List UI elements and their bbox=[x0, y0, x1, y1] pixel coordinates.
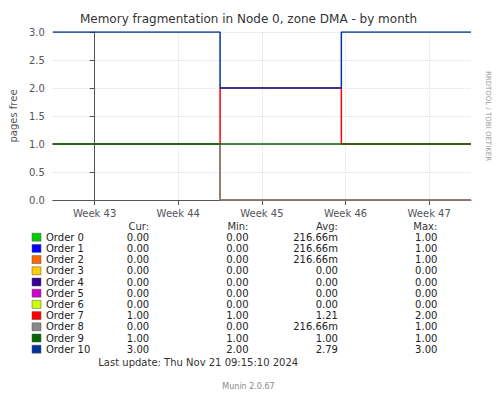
svg-text:Order 8: Order 8 bbox=[46, 321, 84, 332]
svg-text:Order 3: Order 3 bbox=[46, 265, 84, 276]
svg-text:0.00: 0.00 bbox=[226, 288, 248, 299]
svg-text:RRDTOOL / TOBI OETIKER: RRDTOOL / TOBI OETIKER bbox=[484, 71, 492, 161]
svg-text:0.00: 0.00 bbox=[316, 288, 338, 299]
svg-text:2.5: 2.5 bbox=[29, 55, 45, 66]
svg-text:Order 7: Order 7 bbox=[46, 310, 84, 321]
svg-text:Order 1: Order 1 bbox=[46, 243, 84, 254]
svg-text:Order 5: Order 5 bbox=[46, 288, 84, 299]
svg-text:1.00: 1.00 bbox=[415, 333, 437, 344]
svg-text:Week 46: Week 46 bbox=[324, 208, 367, 219]
svg-text:1.00: 1.00 bbox=[415, 254, 437, 265]
svg-text:0.00: 0.00 bbox=[316, 277, 338, 288]
svg-text:1.0: 1.0 bbox=[29, 139, 45, 150]
svg-text:Max:: Max: bbox=[413, 221, 437, 232]
svg-text:0.00: 0.00 bbox=[226, 254, 248, 265]
svg-text:1.00: 1.00 bbox=[415, 321, 437, 332]
svg-text:Week 43: Week 43 bbox=[73, 208, 116, 219]
svg-text:Last update: Thu Nov 21 09:15:: Last update: Thu Nov 21 09:15:10 2024 bbox=[98, 357, 298, 368]
svg-text:Order 9: Order 9 bbox=[46, 333, 84, 344]
svg-text:0.00: 0.00 bbox=[127, 277, 149, 288]
svg-text:0.00: 0.00 bbox=[226, 243, 248, 254]
svg-text:3.00: 3.00 bbox=[127, 344, 149, 355]
svg-text:Order 0: Order 0 bbox=[46, 232, 84, 243]
svg-text:Week 45: Week 45 bbox=[240, 208, 283, 219]
svg-text:0.00: 0.00 bbox=[127, 265, 149, 276]
svg-text:Order 2: Order 2 bbox=[46, 254, 84, 265]
svg-text:216.66m: 216.66m bbox=[293, 232, 338, 243]
svg-text:Avg:: Avg: bbox=[316, 221, 338, 232]
svg-text:0.00: 0.00 bbox=[226, 277, 248, 288]
svg-text:1.00: 1.00 bbox=[316, 333, 338, 344]
svg-text:0.00: 0.00 bbox=[226, 232, 248, 243]
svg-text:0.00: 0.00 bbox=[415, 277, 437, 288]
svg-text:1.00: 1.00 bbox=[127, 333, 149, 344]
svg-text:1.21: 1.21 bbox=[316, 310, 338, 321]
svg-text:0.00: 0.00 bbox=[415, 288, 437, 299]
svg-text:1.00: 1.00 bbox=[127, 310, 149, 321]
svg-text:Week 47: Week 47 bbox=[408, 208, 451, 219]
svg-text:216.66m: 216.66m bbox=[293, 321, 338, 332]
svg-text:Order 6: Order 6 bbox=[46, 299, 84, 310]
svg-text:0.00: 0.00 bbox=[415, 265, 437, 276]
svg-text:0.5: 0.5 bbox=[29, 167, 45, 178]
svg-text:216.66m: 216.66m bbox=[293, 243, 338, 254]
svg-text:Order 10: Order 10 bbox=[46, 344, 90, 355]
svg-text:0.00: 0.00 bbox=[226, 299, 248, 310]
svg-text:0.00: 0.00 bbox=[415, 299, 437, 310]
svg-text:1.5: 1.5 bbox=[29, 111, 45, 122]
svg-text:2.0: 2.0 bbox=[29, 83, 45, 94]
svg-text:0.00: 0.00 bbox=[316, 265, 338, 276]
svg-text:0.00: 0.00 bbox=[127, 254, 149, 265]
svg-text:Memory fragmentation in Node 0: Memory fragmentation in Node 0, zone DMA… bbox=[80, 12, 417, 26]
svg-text:1.00: 1.00 bbox=[415, 232, 437, 243]
svg-text:0.00: 0.00 bbox=[127, 299, 149, 310]
svg-text:0.0: 0.0 bbox=[29, 195, 45, 206]
svg-text:1.00: 1.00 bbox=[226, 333, 248, 344]
svg-text:0.00: 0.00 bbox=[127, 288, 149, 299]
svg-text:2.79: 2.79 bbox=[316, 344, 338, 355]
svg-text:3.00: 3.00 bbox=[415, 344, 437, 355]
svg-text:pages free: pages free bbox=[8, 89, 19, 142]
svg-text:Munin 2.0.67: Munin 2.0.67 bbox=[222, 382, 274, 391]
svg-text:1.00: 1.00 bbox=[415, 243, 437, 254]
svg-text:0.00: 0.00 bbox=[127, 232, 149, 243]
svg-text:Week 44: Week 44 bbox=[157, 208, 200, 219]
svg-text:2.00: 2.00 bbox=[226, 344, 248, 355]
svg-text:3.0: 3.0 bbox=[29, 27, 45, 38]
svg-text:216.66m: 216.66m bbox=[293, 254, 338, 265]
svg-text:1.00: 1.00 bbox=[226, 310, 248, 321]
svg-text:0.00: 0.00 bbox=[226, 265, 248, 276]
svg-text:Order 4: Order 4 bbox=[46, 277, 84, 288]
svg-text:0.00: 0.00 bbox=[127, 321, 149, 332]
svg-text:0.00: 0.00 bbox=[316, 299, 338, 310]
svg-text:2.00: 2.00 bbox=[415, 310, 437, 321]
svg-text:0.00: 0.00 bbox=[127, 243, 149, 254]
svg-text:Min:: Min: bbox=[227, 221, 248, 232]
svg-text:Cur:: Cur: bbox=[128, 221, 149, 232]
svg-text:0.00: 0.00 bbox=[226, 321, 248, 332]
